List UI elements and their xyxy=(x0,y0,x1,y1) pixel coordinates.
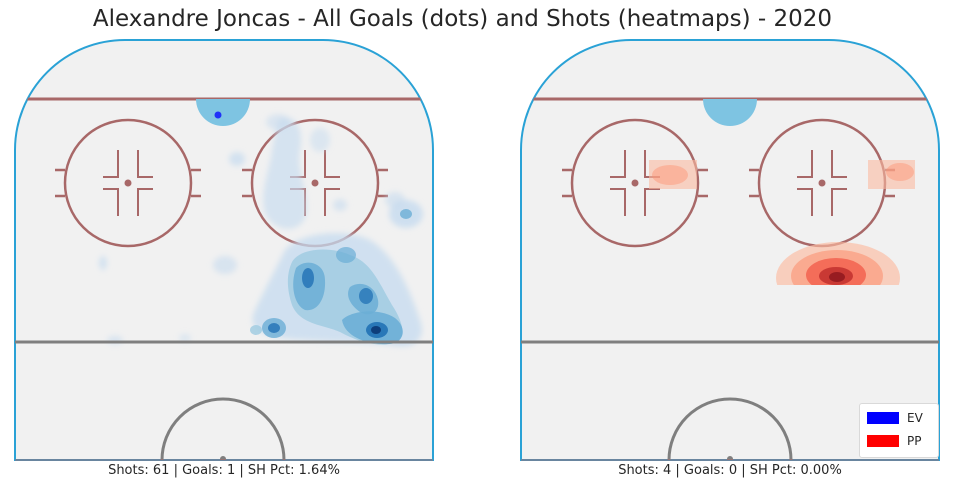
legend-item-ev: EV xyxy=(867,410,923,426)
caption-left: Shots: 61 | Goals: 1 | SH Pct: 1.64% xyxy=(108,463,340,478)
rink-left xyxy=(14,39,434,461)
page-title: Alexandre Joncas - All Goals (dots) and … xyxy=(92,6,833,32)
legend-swatch-pp xyxy=(867,435,899,447)
heatmap-pp-shots xyxy=(649,160,915,285)
legend-label-pp: PP xyxy=(907,434,922,448)
legend: EV PP xyxy=(859,403,939,458)
rink-left-center-circle xyxy=(160,397,286,460)
legend-item-pp: PP xyxy=(867,433,921,449)
goal-dot-ev xyxy=(214,111,222,119)
heatmap-ev-contours xyxy=(250,209,412,345)
rink-right-center-circle xyxy=(667,397,793,460)
legend-swatch-ev xyxy=(867,412,899,424)
rink-right xyxy=(520,39,940,461)
rink-left-faceoff-circle-left xyxy=(55,118,201,248)
caption-right: Shots: 4 | Goals: 0 | SH Pct: 0.00% xyxy=(618,463,842,478)
legend-label-ev: EV xyxy=(907,411,923,425)
rink-right-faceoff-circle-left xyxy=(562,118,708,248)
rink-right-crease xyxy=(703,99,757,126)
rink-left-crease xyxy=(196,99,250,126)
